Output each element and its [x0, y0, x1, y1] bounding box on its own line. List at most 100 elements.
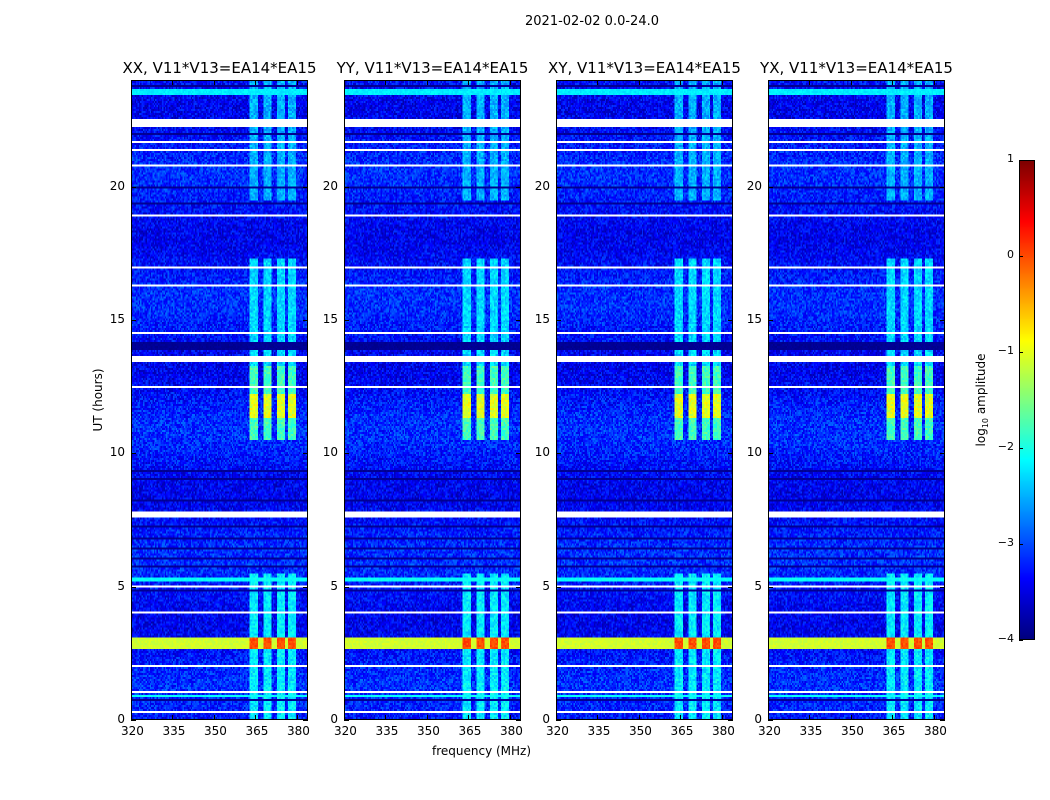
- y-tick: [556, 186, 561, 188]
- y-tick-label: 5: [754, 578, 762, 593]
- x-tick: [509, 715, 511, 720]
- waterfall-heatmap: [768, 80, 945, 720]
- x-tick-label: 335: [375, 724, 399, 738]
- x-tick: [509, 80, 511, 85]
- x-tick: [850, 80, 852, 85]
- colorbar-tick: [1019, 256, 1023, 257]
- y-tick: [131, 720, 136, 721]
- x-tick: [768, 715, 769, 720]
- x-tick-label: 320: [334, 724, 357, 738]
- x-tick-label: 380: [923, 724, 947, 738]
- x-axis-label: frequency (MHz): [432, 744, 532, 758]
- x-tick-label: 365: [245, 724, 269, 738]
- x-tick: [597, 80, 599, 85]
- y-tick: [303, 720, 308, 721]
- y-tick: [131, 586, 136, 588]
- y-tick-label: 0: [542, 712, 550, 726]
- y-tick: [768, 186, 773, 188]
- colorbar: [1019, 160, 1035, 640]
- y-tick-label: 20: [322, 178, 338, 193]
- y-tick: [556, 720, 561, 721]
- panel-title: YY, V11*V13=EA14*EA15: [336, 59, 529, 77]
- y-axis-label: UT (hours): [91, 368, 105, 432]
- colorbar-tick-label: −1: [997, 344, 1014, 357]
- x-tick: [809, 715, 811, 720]
- y-tick: [728, 720, 733, 721]
- y-tick-label: 10: [322, 445, 338, 460]
- y-tick: [768, 586, 773, 588]
- y-tick: [516, 720, 521, 721]
- y-tick-label: 20: [109, 178, 125, 193]
- x-tick-label: 380: [499, 724, 523, 738]
- y-tick-label: 0: [754, 712, 762, 726]
- y-tick: [940, 186, 945, 188]
- x-tick: [255, 715, 257, 720]
- x-tick: [296, 715, 298, 720]
- y-tick: [344, 453, 349, 455]
- x-tick: [131, 80, 132, 85]
- y-tick: [344, 186, 349, 188]
- x-tick: [680, 715, 682, 720]
- colorbar-tick-label: 0: [1007, 248, 1014, 261]
- x-tick: [213, 80, 215, 85]
- x-tick: [638, 80, 640, 85]
- x-tick: [426, 715, 428, 720]
- y-tick: [768, 453, 773, 455]
- y-tick-label: 0: [117, 712, 125, 726]
- y-tick: [516, 320, 521, 321]
- y-tick: [768, 720, 773, 721]
- y-tick: [303, 453, 308, 455]
- colorbar-label: log10 amplitude: [973, 353, 991, 447]
- y-tick: [940, 320, 945, 321]
- colorbar-tick: [1019, 160, 1023, 161]
- x-tick-label: 335: [799, 724, 823, 738]
- y-tick: [556, 586, 561, 588]
- panel-title: XY, V11*V13=EA14*EA15: [548, 59, 741, 77]
- waterfall-heatmap: [131, 80, 308, 720]
- x-tick: [850, 715, 852, 720]
- y-tick: [344, 720, 349, 721]
- y-tick: [303, 186, 308, 188]
- y-tick: [131, 186, 136, 188]
- x-tick: [680, 80, 682, 85]
- x-tick: [933, 715, 935, 720]
- x-tick: [344, 80, 345, 85]
- y-tick: [728, 453, 733, 455]
- x-tick: [468, 715, 470, 720]
- y-tick: [516, 186, 521, 188]
- x-tick-label: 350: [628, 724, 652, 738]
- y-tick: [303, 320, 308, 321]
- y-tick: [728, 186, 733, 188]
- panel-title: YX, V11*V13=EA14*EA15: [760, 59, 953, 77]
- x-tick: [468, 80, 470, 85]
- y-tick-label: 15: [534, 312, 550, 326]
- x-tick: [933, 80, 935, 85]
- x-tick-label: 365: [670, 724, 694, 738]
- y-tick-label: 10: [746, 445, 762, 460]
- x-tick-label: 350: [840, 724, 864, 738]
- x-tick-label: 335: [587, 724, 611, 738]
- y-tick: [940, 720, 945, 721]
- y-tick-label: 10: [109, 445, 125, 460]
- figure-title: 2021-02-02 0.0-24.0: [525, 14, 659, 29]
- colorbar-tick: [1019, 352, 1023, 353]
- y-tick: [344, 586, 349, 588]
- y-tick: [303, 586, 308, 588]
- waterfall-heatmap: [556, 80, 733, 720]
- x-tick: [638, 715, 640, 720]
- y-tick: [556, 453, 561, 455]
- x-tick-label: 335: [162, 724, 186, 738]
- y-tick: [516, 453, 521, 455]
- x-tick: [556, 80, 557, 85]
- y-tick: [131, 453, 136, 455]
- x-tick-label: 365: [458, 724, 482, 738]
- x-tick: [385, 715, 387, 720]
- y-tick: [940, 586, 945, 588]
- y-tick-label: 0: [330, 712, 338, 726]
- y-tick: [940, 453, 945, 455]
- colorbar-tick: [1019, 448, 1023, 449]
- y-tick-label: 5: [117, 578, 125, 593]
- waterfall-heatmap: [344, 80, 521, 720]
- y-tick-label: 20: [534, 178, 550, 193]
